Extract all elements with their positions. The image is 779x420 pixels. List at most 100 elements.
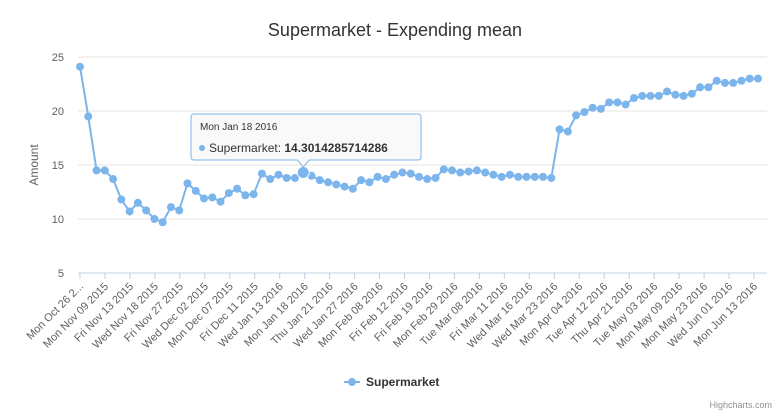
data-point[interactable] [109, 175, 118, 184]
chart-title: Supermarket - Expending mean [268, 20, 522, 40]
data-point[interactable] [324, 178, 333, 187]
data-point[interactable] [712, 76, 721, 85]
data-point[interactable] [117, 195, 126, 204]
data-point[interactable] [84, 112, 93, 121]
data-point[interactable] [729, 78, 738, 87]
data-point[interactable] [249, 190, 258, 199]
data-point[interactable] [696, 83, 705, 92]
data-point[interactable] [754, 74, 762, 83]
tooltip-series-marker [199, 145, 205, 151]
data-point[interactable] [530, 172, 539, 181]
data-point[interactable] [472, 166, 481, 175]
data-point[interactable] [679, 91, 688, 100]
y-tick-label: 15 [52, 160, 64, 172]
data-point[interactable] [125, 207, 134, 216]
data-point[interactable] [191, 186, 200, 195]
tooltip-series-name: Supermarket: [209, 141, 284, 155]
data-point[interactable] [497, 172, 506, 181]
data-point[interactable] [596, 104, 605, 113]
legend-item-supermarket[interactable]: Supermarket [366, 375, 439, 389]
tooltip-date: Mon Jan 18 2016 [200, 122, 278, 133]
data-point[interactable] [505, 170, 514, 179]
data-point[interactable] [398, 168, 407, 177]
data-point[interactable] [166, 203, 175, 212]
data-point[interactable] [216, 197, 225, 206]
data-point[interactable] [737, 76, 746, 85]
data-point[interactable] [522, 172, 531, 181]
data-point[interactable] [563, 127, 572, 136]
data-point[interactable] [638, 91, 647, 100]
data-point[interactable] [224, 189, 233, 198]
y-tick-label: 25 [52, 52, 64, 64]
data-point[interactable] [373, 172, 382, 181]
data-point[interactable] [663, 87, 672, 96]
data-point[interactable] [423, 175, 432, 184]
data-point[interactable] [745, 74, 754, 83]
data-point[interactable] [580, 108, 589, 117]
data-point[interactable] [315, 176, 324, 185]
legend[interactable]: Supermarket [344, 375, 439, 389]
data-point[interactable] [332, 180, 341, 189]
hovered-point[interactable] [296, 166, 310, 180]
data-point[interactable] [257, 169, 266, 178]
data-point[interactable] [381, 175, 390, 184]
data-point[interactable] [572, 111, 581, 120]
data-point[interactable] [704, 83, 713, 92]
data-point[interactable] [348, 184, 357, 193]
data-point[interactable] [158, 218, 167, 227]
data-point[interactable] [150, 215, 159, 223]
data-point[interactable] [481, 168, 490, 177]
data-point[interactable] [274, 170, 283, 179]
y-axis-ticks: 5 10 15 20 25 [52, 52, 64, 280]
data-point[interactable] [431, 173, 440, 182]
data-point[interactable] [605, 98, 614, 107]
data-point[interactable] [200, 194, 209, 203]
data-point[interactable] [654, 91, 663, 100]
tooltip-box [190, 113, 422, 168]
data-point[interactable] [588, 103, 597, 112]
data-point[interactable] [142, 206, 151, 215]
data-point[interactable] [555, 125, 564, 134]
data-point[interactable] [456, 168, 465, 177]
data-point[interactable] [687, 89, 696, 98]
data-point[interactable] [365, 178, 374, 187]
data-point[interactable] [629, 94, 638, 103]
data-point[interactable] [390, 170, 399, 179]
data-point[interactable] [233, 184, 242, 193]
data-point[interactable] [290, 173, 299, 182]
data-point[interactable] [92, 166, 101, 175]
tooltip-value: 14.3014285714286 [284, 141, 388, 155]
data-point[interactable] [183, 179, 192, 188]
data-point[interactable] [489, 170, 498, 179]
data-point[interactable] [175, 206, 184, 215]
data-point[interactable] [613, 98, 622, 107]
data-point[interactable] [671, 90, 680, 99]
data-point[interactable] [208, 193, 217, 202]
y-tick-label: 20 [52, 106, 64, 118]
series-supermarket[interactable] [76, 62, 762, 227]
data-point[interactable] [406, 169, 415, 178]
data-point[interactable] [266, 175, 275, 184]
data-point[interactable] [76, 62, 84, 71]
data-point[interactable] [448, 166, 457, 175]
data-point[interactable] [340, 182, 349, 191]
data-point[interactable] [133, 198, 142, 207]
data-point[interactable] [415, 172, 423, 181]
data-point[interactable] [241, 191, 250, 200]
data-point[interactable] [100, 166, 109, 175]
data-point[interactable] [539, 172, 548, 181]
data-point[interactable] [547, 173, 556, 182]
data-point[interactable] [646, 91, 655, 100]
data-point[interactable] [464, 167, 473, 176]
data-point[interactable] [514, 172, 523, 181]
data-point[interactable] [621, 100, 630, 109]
data-point[interactable] [720, 78, 729, 87]
data-point[interactable] [357, 176, 366, 185]
credits-link[interactable]: Highcharts.com [709, 400, 772, 410]
data-point[interactable] [282, 173, 291, 182]
data-point[interactable] [439, 165, 448, 174]
